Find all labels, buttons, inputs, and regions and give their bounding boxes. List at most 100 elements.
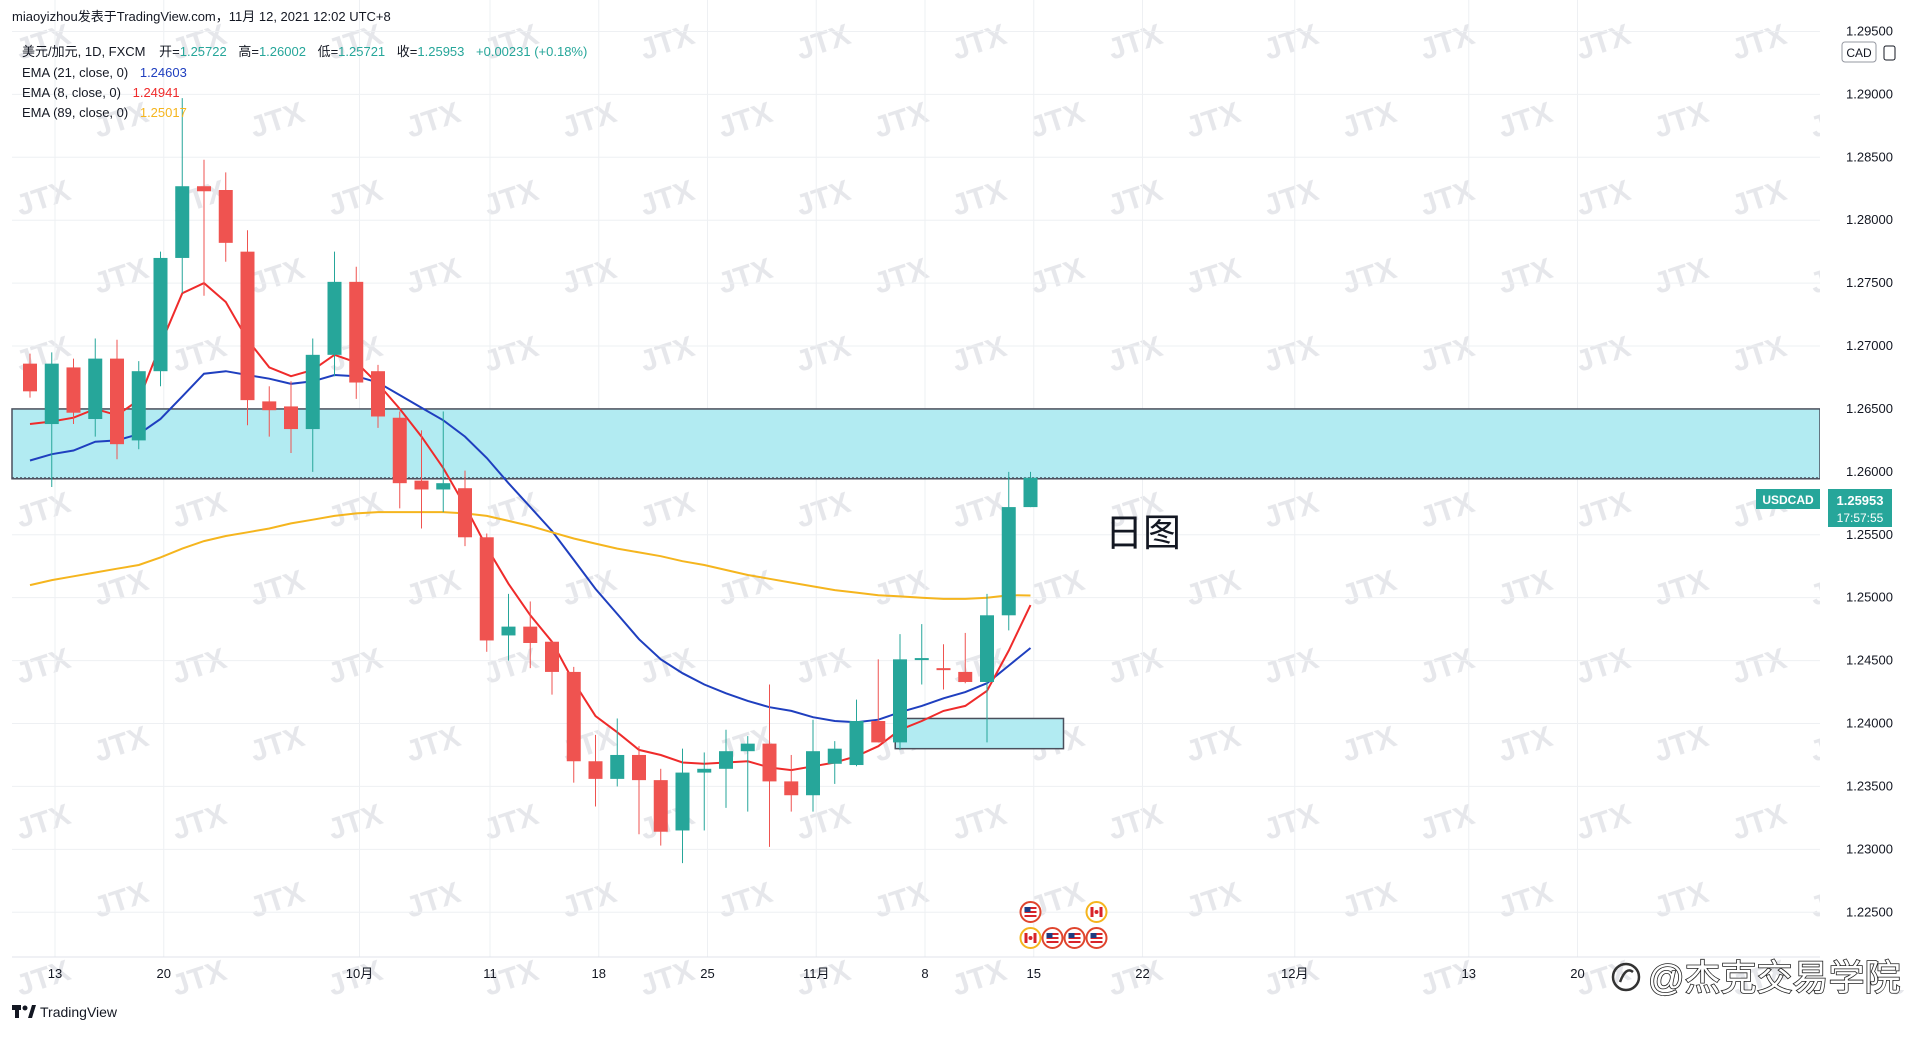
- candle-body: [980, 615, 994, 682]
- candle[interactable]: [914, 624, 929, 685]
- watermark-mark: JTX: [12, 18, 75, 66]
- candle[interactable]: [436, 411, 451, 513]
- candle[interactable]: [23, 353, 37, 398]
- candle[interactable]: [740, 736, 755, 812]
- candle[interactable]: [1001, 471, 1016, 631]
- legend[interactable]: 美元/加元, 1D, FXCM 开=1.25722 高=1.26002 低=1.…: [22, 44, 587, 120]
- candle[interactable]: [675, 748, 690, 864]
- candle[interactable]: [936, 644, 951, 690]
- candle[interactable]: [458, 470, 472, 547]
- watermark-mark: JTX: [1182, 252, 1245, 300]
- candle[interactable]: [392, 411, 407, 509]
- candle[interactable]: [806, 719, 820, 812]
- candle[interactable]: [479, 533, 494, 652]
- candle-body: [436, 483, 451, 490]
- candle[interactable]: [153, 251, 168, 387]
- candle[interactable]: [827, 741, 842, 784]
- candle[interactable]: [762, 684, 777, 847]
- candle[interactable]: [262, 386, 277, 437]
- candle-body: [719, 751, 733, 769]
- candle[interactable]: [88, 338, 103, 437]
- legend-ema8[interactable]: EMA (8, close, 0) 1.24941: [22, 85, 180, 100]
- candle-body: [849, 720, 864, 766]
- events-layer[interactable]: [1019, 901, 1108, 949]
- watermark-mark: JTX: [948, 798, 1011, 846]
- candle-body: [262, 401, 277, 411]
- candle[interactable]: [240, 230, 255, 426]
- us-flag-icon[interactable]: [1085, 927, 1108, 949]
- watermark-mark: JTX: [1104, 18, 1167, 66]
- candle[interactable]: [414, 430, 429, 529]
- us-flag-icon[interactable]: [1041, 927, 1064, 949]
- legend-main[interactable]: 美元/加元, 1D, FXCM 开=1.25722 高=1.26002 低=1.…: [22, 44, 587, 59]
- candle[interactable]: [44, 352, 59, 487]
- legend-ema21-label: EMA (21, close, 0): [22, 65, 128, 80]
- candle[interactable]: [305, 338, 320, 472]
- candle[interactable]: [610, 718, 625, 787]
- candle[interactable]: [719, 729, 733, 808]
- watermark-mark: JTX: [168, 18, 231, 66]
- candle-body: [284, 406, 298, 430]
- candle[interactable]: [175, 98, 190, 294]
- zone-resistance[interactable]: [11, 408, 1821, 480]
- time-tick-label: 20: [1570, 966, 1584, 981]
- us-flag-icon[interactable]: [1019, 901, 1042, 923]
- candle[interactable]: [66, 358, 81, 425]
- watermark-mark: JTX: [1026, 252, 1089, 300]
- watermark-mark: JTX: [1260, 174, 1323, 222]
- candle[interactable]: [566, 666, 581, 783]
- watermark-mark: JTX: [168, 954, 231, 1002]
- candle[interactable]: [632, 746, 646, 835]
- candle[interactable]: [197, 159, 211, 296]
- candles-layer[interactable]: [23, 98, 1038, 864]
- candle[interactable]: [218, 172, 233, 262]
- watermark-mark: JTX: [1494, 564, 1557, 612]
- footer: TradingView @杰克交易学院: [12, 956, 1901, 1020]
- candle[interactable]: [980, 593, 994, 743]
- watermark-mark: JTX: [1260, 486, 1323, 534]
- candle[interactable]: [284, 381, 298, 453]
- watermark-mark: JTX: [1182, 96, 1245, 144]
- watermark-mark: JTX: [558, 876, 621, 924]
- candle[interactable]: [349, 266, 364, 399]
- candle[interactable]: [958, 632, 973, 684]
- candle[interactable]: [523, 601, 538, 669]
- legend-ema21[interactable]: EMA (21, close, 0) 1.24603: [22, 65, 187, 80]
- ca-flag-icon[interactable]: [1019, 927, 1042, 949]
- candle[interactable]: [327, 251, 342, 377]
- legend-ema89-label: EMA (89, close, 0): [22, 105, 128, 120]
- countdown-value: 17:57:55: [1837, 511, 1884, 525]
- ca-flag-icon[interactable]: [1085, 901, 1108, 923]
- candle-body: [44, 363, 59, 425]
- candle[interactable]: [871, 659, 886, 743]
- watermark-mark: JTX: [1182, 876, 1245, 924]
- candle[interactable]: [545, 640, 559, 695]
- zone-support[interactable]: [894, 717, 1065, 750]
- candle[interactable]: [893, 634, 907, 750]
- candle[interactable]: [784, 754, 799, 812]
- daily-chart-annotation[interactable]: 日图: [1105, 513, 1181, 555]
- watermark-mark: JTX: [1260, 642, 1323, 690]
- us-flag-icon[interactable]: [1063, 927, 1086, 949]
- price-tick-label: 1.25500: [1846, 527, 1893, 542]
- candle[interactable]: [1023, 471, 1038, 508]
- candle[interactable]: [371, 364, 385, 428]
- watermark-mark: JTX: [246, 252, 309, 300]
- candle[interactable]: [588, 734, 603, 807]
- candle[interactable]: [501, 593, 516, 661]
- lock-icon[interactable]: [1883, 45, 1896, 61]
- candle[interactable]: [131, 361, 146, 450]
- candle[interactable]: [849, 699, 864, 767]
- watermark-mark: JTX: [1494, 252, 1557, 300]
- watermark-mark: JTX: [636, 18, 699, 66]
- watermark-mark: JTX: [480, 330, 543, 378]
- watermark-mark: JTX: [480, 798, 543, 846]
- candle[interactable]: [697, 752, 712, 831]
- currency-badge[interactable]: [1841, 41, 1877, 63]
- candle[interactable]: [653, 768, 668, 846]
- legend-ema89[interactable]: EMA (89, close, 0) 1.25017: [22, 105, 187, 120]
- candle[interactable]: [110, 339, 124, 460]
- time-axis[interactable]: 13 20 10月 11 18 25 11月 8 15 22 12月 13 20: [12, 956, 1820, 981]
